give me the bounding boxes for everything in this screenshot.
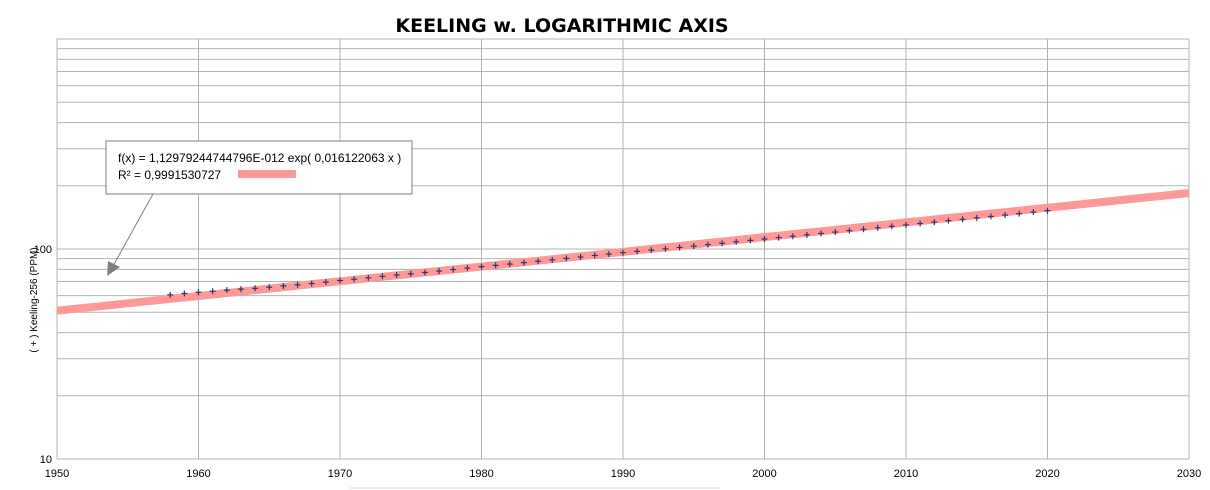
data-point-marker [577, 254, 584, 261]
data-point-marker [832, 229, 839, 236]
data-point-marker [223, 287, 230, 294]
data-point-marker [549, 256, 556, 263]
y-axis-label: ( + ) Keeling-256 (PPM) [29, 247, 40, 352]
data-point-marker [450, 266, 457, 273]
data-markers [167, 207, 1051, 298]
data-point-marker [351, 276, 358, 283]
data-point-marker [506, 261, 513, 268]
x-tick-label: 2010 [894, 468, 918, 480]
data-point-marker [322, 279, 329, 286]
data-point-marker [1016, 210, 1023, 217]
data-point-marker [337, 277, 343, 284]
data-point-marker [421, 269, 428, 276]
data-point-marker [492, 262, 499, 269]
data-point-marker [733, 238, 740, 245]
data-point-marker [874, 224, 881, 231]
data-point-marker [931, 219, 938, 226]
data-point-marker [181, 290, 188, 297]
x-tick-label: 2000 [752, 468, 776, 480]
data-point-marker [662, 245, 669, 252]
data-point-marker [436, 268, 443, 275]
data-point-marker [803, 231, 810, 238]
data-point-marker [520, 259, 527, 266]
data-point-marker [393, 271, 400, 278]
data-point-marker [888, 223, 895, 230]
data-point-marker [563, 255, 570, 262]
x-tick-label: 2030 [1177, 468, 1201, 480]
callout-arrowhead [107, 261, 120, 276]
trendline-equation: f(x) = 1,12979244744796E-012 exp( 0,0161… [118, 151, 401, 165]
data-point-marker [266, 284, 273, 291]
data-point-marker [591, 252, 598, 259]
data-point-marker [789, 233, 796, 240]
data-point-marker [407, 270, 414, 277]
x-tick-label: 1980 [469, 468, 493, 480]
data-point-marker [365, 274, 372, 281]
y-axis-tick-labels: 10 100 [34, 244, 52, 466]
data-point-marker [648, 247, 655, 254]
data-point-marker [1002, 212, 1009, 219]
data-point-marker [634, 248, 641, 255]
data-point-marker [620, 249, 626, 256]
data-point-marker [917, 220, 924, 227]
equation-box-frame [105, 140, 413, 195]
data-point-marker [846, 227, 853, 234]
x-tick-label: 1990 [611, 468, 635, 480]
data-point-marker [280, 282, 287, 289]
trendline-equation-box[interactable]: f(x) = 1,12979244744796E-012 exp( 0,0161… [105, 140, 413, 195]
data-point-marker [167, 291, 174, 298]
data-point-marker [605, 251, 612, 258]
data-point-marker [252, 285, 259, 292]
data-point-marker [690, 243, 697, 250]
data-point-marker [237, 286, 244, 293]
data-point-marker [535, 258, 542, 265]
data-point-marker [860, 226, 867, 233]
data-point-marker [209, 288, 216, 295]
data-point-marker [818, 230, 825, 237]
x-tick-label: 2020 [1035, 468, 1059, 480]
y-tick-label: 100 [34, 244, 52, 256]
data-point-marker [973, 214, 980, 221]
data-point-marker [1030, 209, 1037, 216]
data-point-marker [775, 234, 782, 241]
data-point-marker [719, 240, 726, 247]
x-tick-label: 1950 [45, 468, 69, 480]
data-point-marker [987, 213, 994, 220]
data-point-marker [1044, 207, 1051, 214]
x-axis-tick-labels: 1950 1960 1970 1980 1990 2000 2010 2020 2030 [45, 468, 1201, 480]
callout-line [112, 193, 154, 267]
data-point-marker [704, 241, 711, 248]
data-point-marker [959, 216, 966, 223]
data-point-marker [294, 281, 301, 288]
data-point-marker [379, 273, 386, 280]
data-point-marker [464, 265, 471, 272]
data-point-marker [761, 235, 768, 242]
grid-lines [56, 38, 1190, 460]
data-point-marker [676, 244, 683, 251]
data-point-marker [308, 280, 315, 287]
x-tick-label: 1970 [328, 468, 352, 480]
trendline-r-squared: R² = 0,9991530727 [118, 168, 221, 182]
chart-title: KEELING w. LOGARITHMIC AXIS [395, 15, 728, 37]
x-tick-label: 1960 [186, 468, 210, 480]
data-point-marker [478, 263, 485, 270]
data-point-marker [747, 237, 754, 244]
data-point-marker [903, 221, 909, 228]
data-point-marker [195, 289, 202, 296]
y-tick-label: 10 [40, 454, 52, 466]
data-point-marker [945, 217, 952, 224]
equation-callout-arrow [107, 193, 154, 276]
